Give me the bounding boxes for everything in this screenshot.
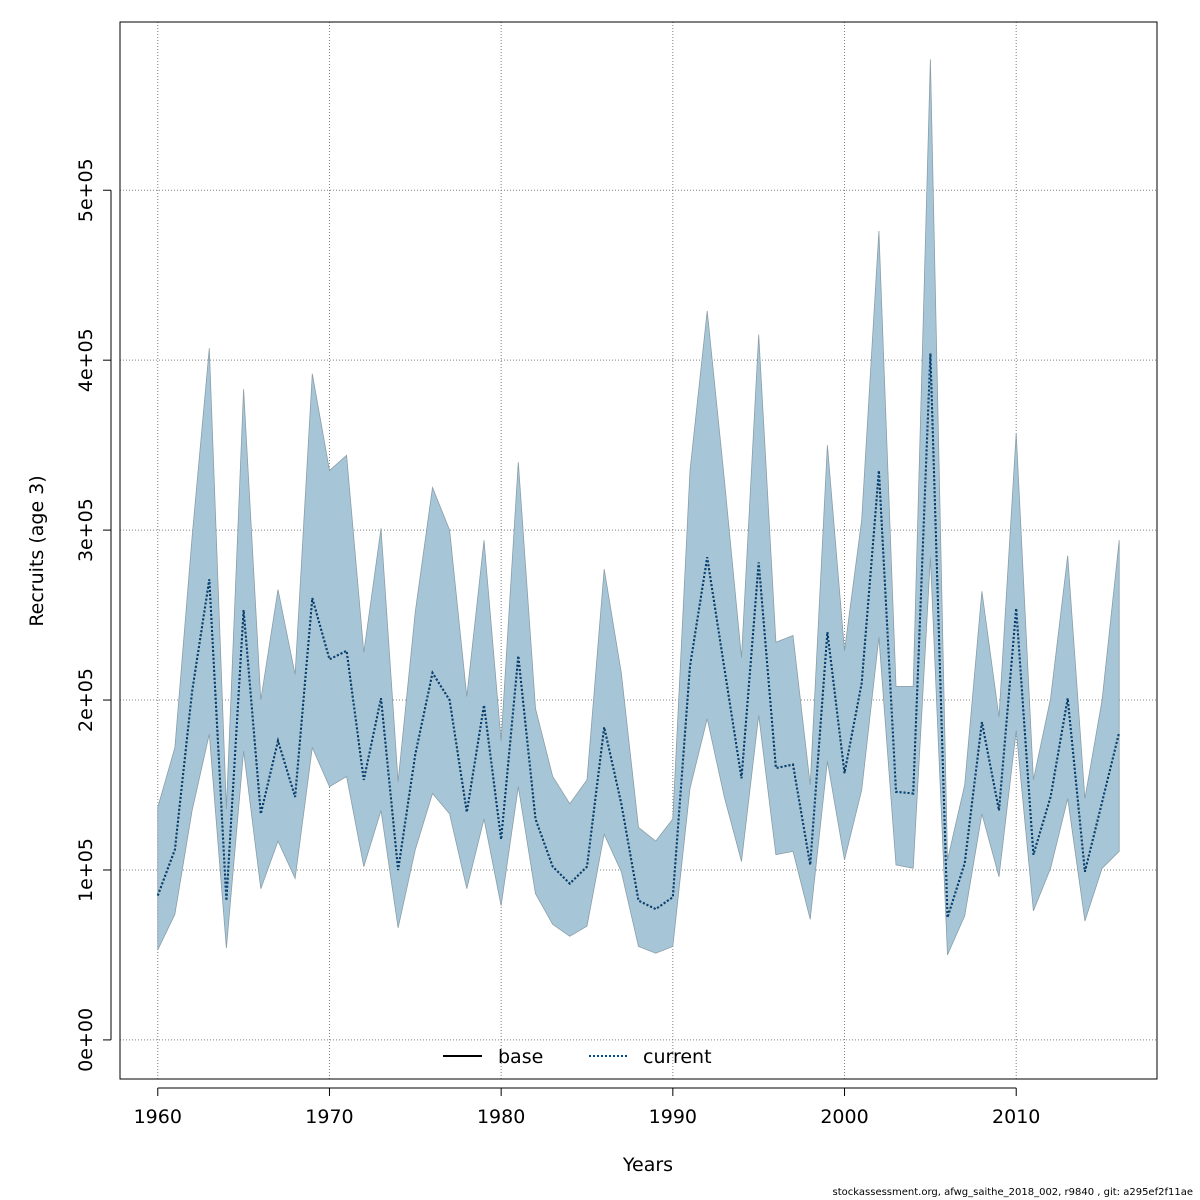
plot-frame bbox=[119, 21, 1158, 1080]
series-lines bbox=[156, 353, 1121, 918]
y-tick-label: 4e+05 bbox=[75, 328, 97, 392]
x-tick-label: 1960 bbox=[134, 1106, 182, 1128]
y-tick-label: 2e+05 bbox=[75, 668, 97, 732]
legend-base-label: base bbox=[498, 1046, 543, 1068]
y-tick-label: 3e+05 bbox=[75, 498, 97, 562]
legend-current-label: current bbox=[643, 1046, 712, 1068]
x-axis: 1960 1970 1980 1990 2000 2010 bbox=[134, 1087, 1040, 1128]
x-tick-label: 2010 bbox=[992, 1106, 1040, 1128]
legend: base current bbox=[443, 1046, 712, 1068]
y-tick-label: 0e+00 bbox=[75, 1008, 97, 1072]
y-axis-title: Recruits (age 3) bbox=[26, 475, 48, 626]
series-line-current bbox=[157, 353, 1120, 918]
x-tick-label: 1970 bbox=[305, 1106, 353, 1128]
confidence-band bbox=[157, 59, 1120, 956]
x-tick-label: 2000 bbox=[820, 1106, 868, 1128]
x-axis-title: Years bbox=[622, 1154, 673, 1176]
y-tick-label: 5e+05 bbox=[75, 158, 97, 222]
x-tick-label: 1990 bbox=[649, 1106, 697, 1128]
x-tick-label: 1980 bbox=[477, 1106, 525, 1128]
band-area bbox=[157, 59, 1120, 956]
footer-credit: stockassessment.org, afwg_saithe_2018_00… bbox=[833, 1187, 1193, 1198]
y-tick-label: 1e+05 bbox=[75, 838, 97, 902]
y-axis: 0e+00 1e+05 2e+05 3e+05 4e+05 5e+05 bbox=[75, 158, 112, 1072]
